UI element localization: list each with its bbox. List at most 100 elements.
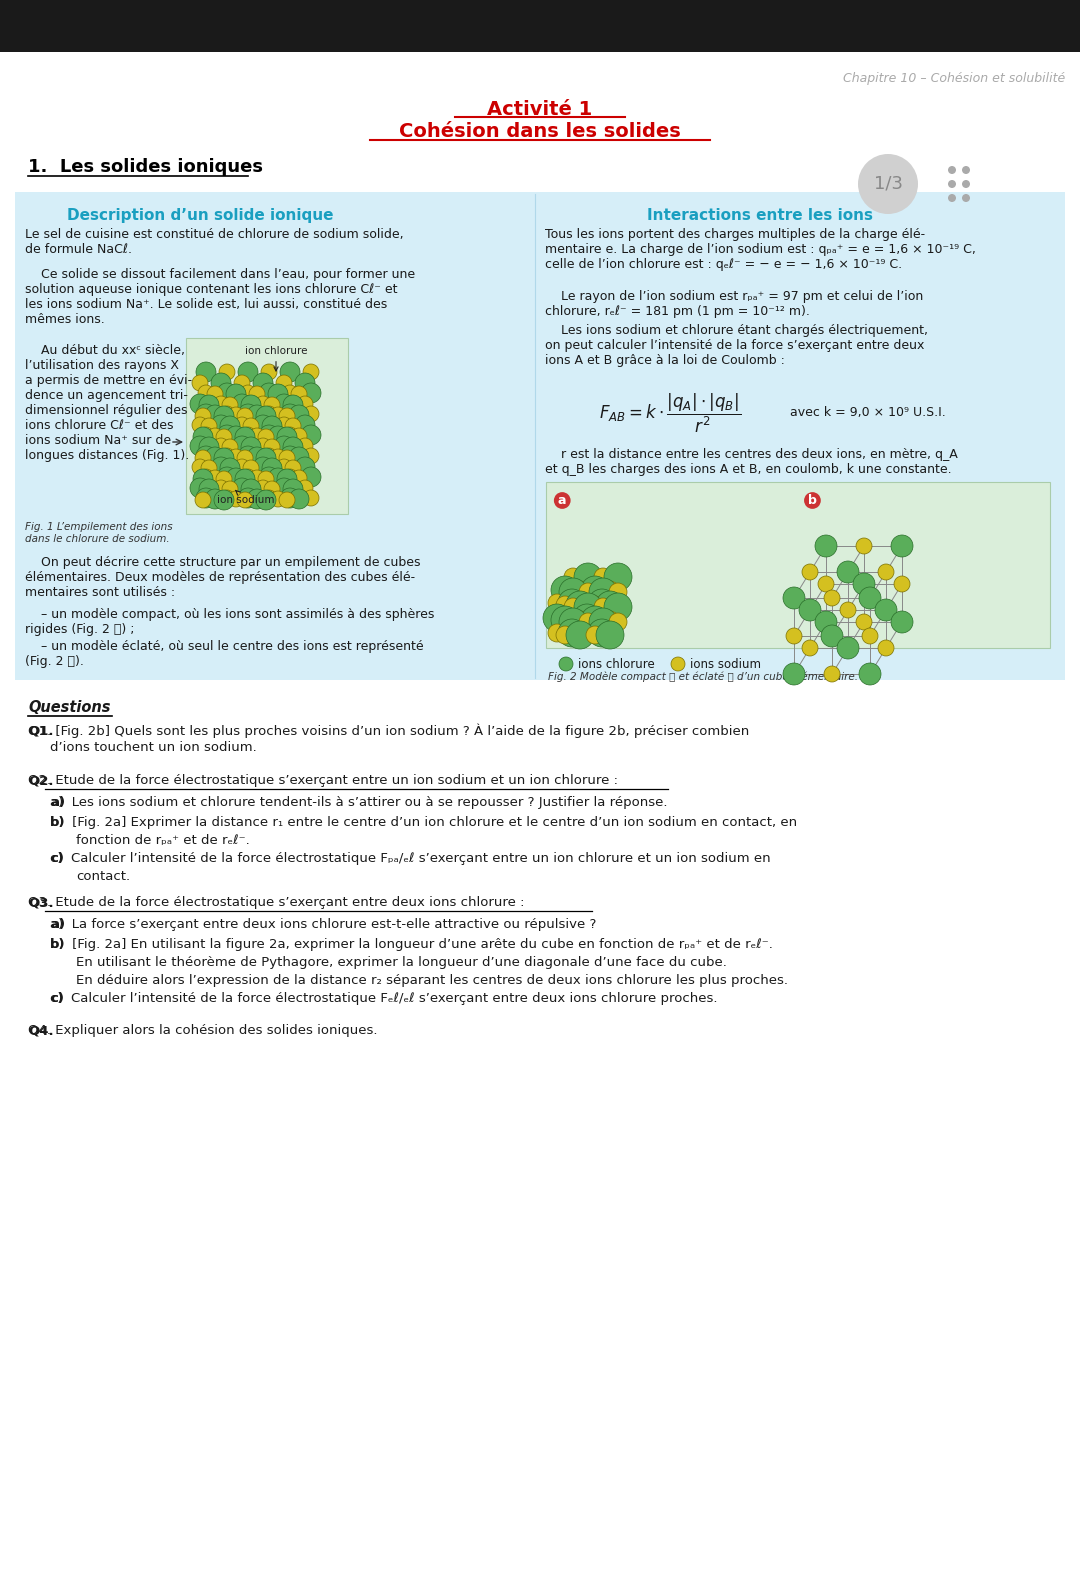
- Circle shape: [195, 491, 211, 509]
- Circle shape: [237, 491, 253, 509]
- Circle shape: [258, 471, 274, 487]
- Circle shape: [802, 564, 818, 580]
- Circle shape: [256, 406, 276, 427]
- Text: Chapitre 10 – Cohésion et solubilité: Chapitre 10 – Cohésion et solubilité: [842, 73, 1065, 85]
- Circle shape: [571, 611, 589, 629]
- Circle shape: [282, 386, 298, 401]
- Text: c)  Calculer l’intensité de la force électrostatique Fₚₐ/ₑℓ s’exerçant entre un : c) Calculer l’intensité de la force élec…: [50, 852, 771, 864]
- Text: $F_{AB} = k \cdot \dfrac{|q_A| \cdot |q_B|}{r^2}$: $F_{AB} = k \cdot \dfrac{|q_A| \cdot |q_…: [599, 392, 741, 436]
- Text: avec k = 9,0 × 10⁹ U.S.I.: avec k = 9,0 × 10⁹ U.S.I.: [789, 406, 946, 419]
- Circle shape: [217, 468, 237, 487]
- Circle shape: [190, 479, 210, 498]
- Circle shape: [285, 419, 301, 435]
- Circle shape: [205, 404, 225, 425]
- Circle shape: [232, 436, 252, 457]
- Circle shape: [207, 428, 222, 444]
- Circle shape: [195, 450, 211, 466]
- Circle shape: [261, 449, 276, 465]
- Circle shape: [556, 626, 573, 645]
- Circle shape: [301, 382, 321, 403]
- Circle shape: [948, 194, 956, 202]
- Circle shape: [891, 536, 913, 558]
- Circle shape: [291, 428, 307, 444]
- Circle shape: [219, 449, 235, 465]
- Circle shape: [891, 611, 913, 634]
- Circle shape: [878, 640, 894, 656]
- Circle shape: [815, 611, 837, 634]
- Circle shape: [856, 539, 872, 555]
- Circle shape: [214, 406, 234, 427]
- Circle shape: [234, 374, 249, 390]
- Text: – un modèle éclaté, où seul le centre des ions est représenté
(Fig. 2 Ⓑ).: – un modèle éclaté, où seul le centre de…: [25, 640, 423, 668]
- Text: Activité 1: Activité 1: [487, 100, 593, 118]
- Circle shape: [289, 488, 309, 509]
- Circle shape: [948, 166, 956, 174]
- Circle shape: [609, 583, 627, 600]
- Circle shape: [237, 450, 253, 466]
- Text: 1.  Les solides ioniques: 1. Les solides ioniques: [28, 158, 264, 175]
- Circle shape: [232, 393, 252, 414]
- Circle shape: [247, 404, 267, 425]
- Text: Interactions entre les ions: Interactions entre les ions: [647, 209, 873, 223]
- Text: c): c): [50, 852, 64, 864]
- Circle shape: [559, 657, 573, 672]
- Circle shape: [238, 404, 258, 423]
- Circle shape: [551, 577, 579, 604]
- Circle shape: [948, 180, 956, 188]
- Text: b)  [Fig. 2a] En utilisant la figure 2a, exprimer la longueur d’une arête du cub: b) [Fig. 2a] En utilisant la figure 2a, …: [50, 939, 773, 951]
- Text: d’ions touchent un ion sodium.: d’ions touchent un ion sodium.: [50, 741, 257, 754]
- Circle shape: [205, 447, 225, 468]
- Circle shape: [581, 607, 609, 634]
- Circle shape: [268, 384, 288, 404]
- Circle shape: [205, 488, 225, 509]
- Text: Fig. 2 Modèle compact Ⓐ et éclaté Ⓑ d’un cube élémentaire.: Fig. 2 Modèle compact Ⓐ et éclaté Ⓑ d’un…: [548, 672, 858, 683]
- Circle shape: [228, 408, 244, 423]
- Circle shape: [559, 578, 588, 607]
- Circle shape: [559, 608, 588, 637]
- Circle shape: [289, 447, 309, 468]
- Circle shape: [255, 480, 271, 496]
- Circle shape: [255, 397, 271, 412]
- Circle shape: [238, 446, 258, 466]
- Circle shape: [192, 417, 208, 433]
- Text: b): b): [50, 939, 66, 951]
- Circle shape: [258, 430, 274, 446]
- Circle shape: [556, 596, 573, 615]
- Circle shape: [240, 427, 256, 442]
- FancyBboxPatch shape: [186, 338, 348, 514]
- Circle shape: [279, 408, 295, 423]
- Circle shape: [837, 561, 859, 583]
- Circle shape: [219, 490, 235, 506]
- Circle shape: [241, 479, 261, 499]
- Text: On peut décrire cette structure par un empilement de cubes
élémentaires. Deux mo: On peut décrire cette structure par un e…: [25, 556, 420, 599]
- Text: ions sodium: ions sodium: [690, 657, 761, 670]
- Circle shape: [207, 386, 222, 401]
- Circle shape: [243, 419, 259, 435]
- Circle shape: [195, 362, 216, 382]
- Text: Description d’un solide ionique: Description d’un solide ionique: [67, 209, 334, 223]
- Text: b)  [Fig. 2a] Exprimer la distance r₁ entre le centre d’un ion chlorure et le ce: b) [Fig. 2a] Exprimer la distance r₁ ent…: [50, 815, 797, 830]
- Circle shape: [216, 430, 232, 446]
- Text: En déduire alors l’expression de la distance r₂ séparant les centres de deux ion: En déduire alors l’expression de la dist…: [76, 973, 788, 988]
- Circle shape: [195, 446, 216, 466]
- Circle shape: [211, 373, 231, 393]
- Text: a)  Les ions sodium et chlorure tendent-ils à s’attirer ou à se repousser ? Just: a) Les ions sodium et chlorure tendent-i…: [50, 796, 667, 809]
- Circle shape: [226, 468, 246, 488]
- Circle shape: [600, 581, 619, 599]
- Circle shape: [558, 589, 586, 618]
- Circle shape: [604, 592, 632, 621]
- Circle shape: [241, 438, 261, 457]
- Circle shape: [297, 438, 313, 453]
- Circle shape: [256, 449, 276, 468]
- Circle shape: [240, 386, 256, 401]
- Circle shape: [222, 480, 238, 498]
- Circle shape: [799, 599, 821, 621]
- Circle shape: [255, 438, 271, 453]
- FancyBboxPatch shape: [546, 482, 1050, 648]
- Circle shape: [280, 404, 300, 423]
- Circle shape: [566, 621, 594, 649]
- Circle shape: [268, 468, 288, 488]
- Circle shape: [588, 589, 616, 618]
- Circle shape: [226, 384, 246, 404]
- Text: b): b): [50, 815, 66, 830]
